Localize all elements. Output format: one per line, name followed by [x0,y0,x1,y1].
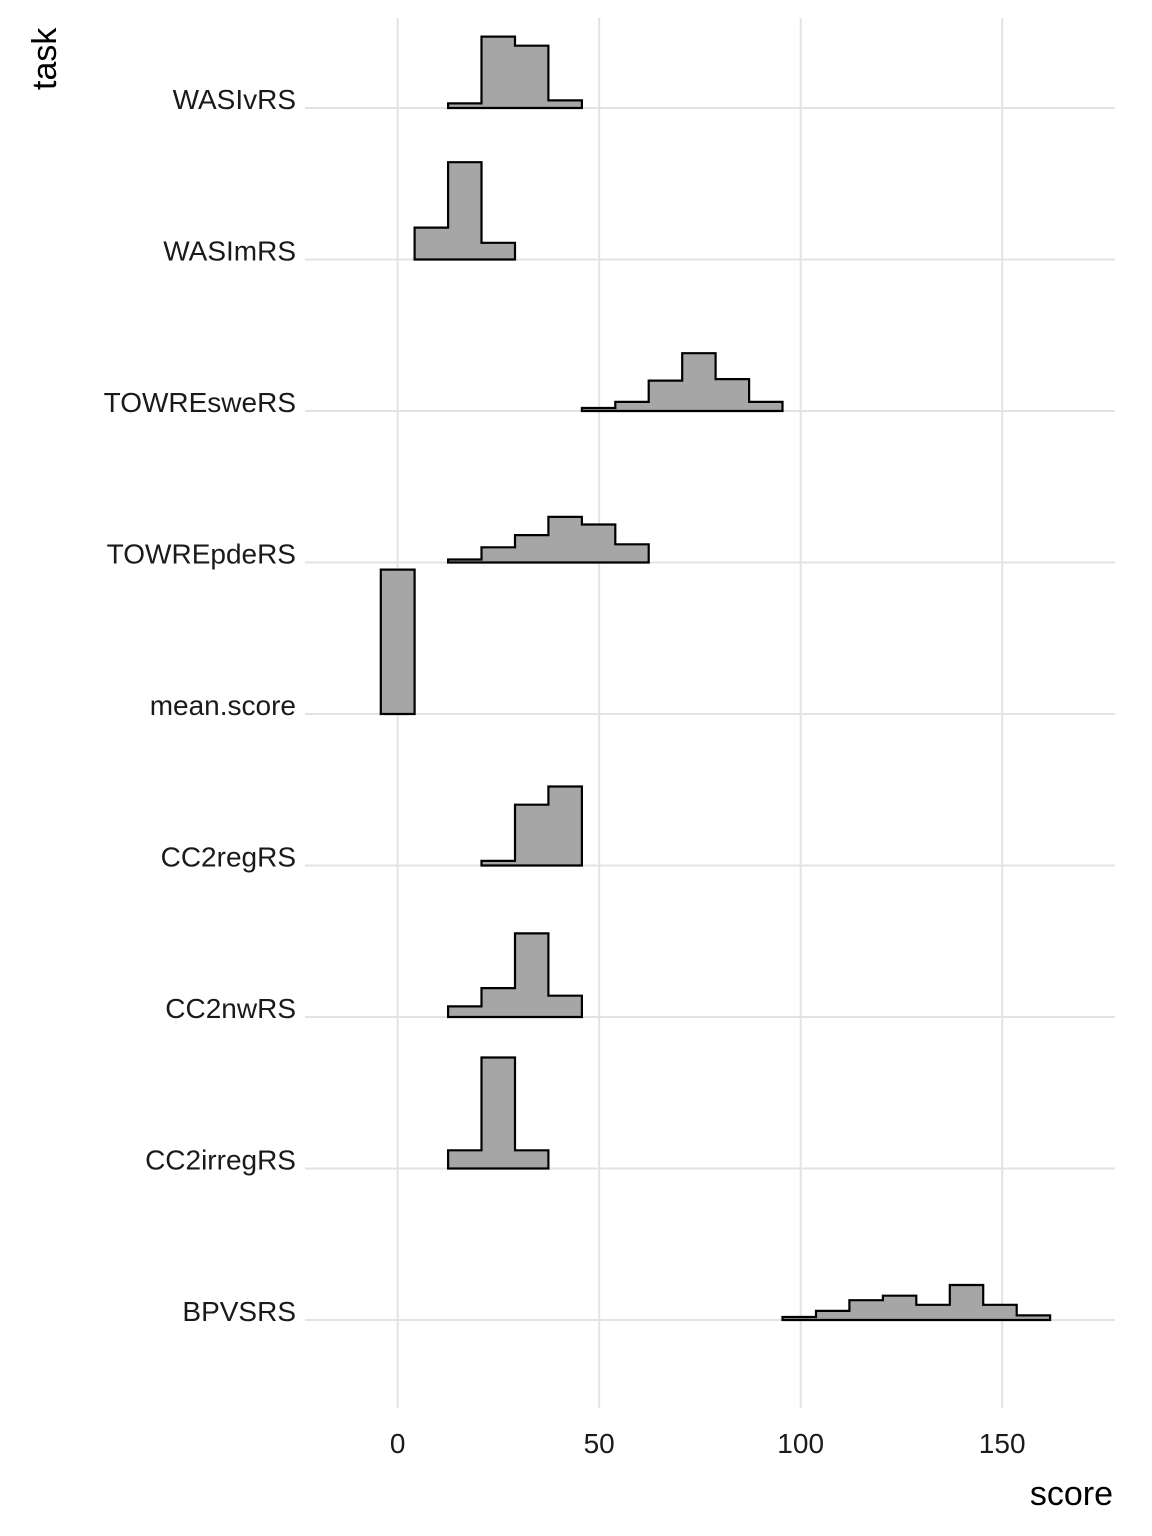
x-tick-label: 100 [777,1428,824,1459]
y-tick-label: WASImRS [163,236,296,267]
ridge-CC2nwRS [447,932,583,1019]
y-tick-labels: BPVSRS CC2irregRS CC2nwRS CC2regRS mean.scor… [104,84,296,1327]
x-tick-label: 0 [390,1428,406,1459]
y-tick-label: CC2regRS [161,842,296,873]
horizontal-baselines [305,107,1115,1321]
ridge-BPVSRS [781,1283,1052,1322]
ridge-mean.score [379,568,416,716]
x-tick-label: 50 [584,1428,615,1459]
y-tick-label: TOWREpdeRS [107,539,296,570]
ridge-TOWREsweRS [580,352,784,413]
y-tick-label: mean.score [150,690,296,721]
y-tick-label: BPVSRS [182,1296,296,1327]
ridge-CC2irregRS [447,1056,550,1170]
ridge-WASIvRS [447,35,583,110]
y-tick-label: CC2irregRS [145,1145,296,1176]
y-tick-label: TOWREsweRS [104,387,296,418]
ridge-CC2regRS [480,785,583,867]
histogram-ridges [379,35,1052,1322]
y-tick-label: CC2nwRS [165,993,296,1024]
y-tick-label: WASIvRS [173,84,296,115]
y-axis-title: task [26,27,64,90]
x-axis-title: score [1030,1475,1113,1513]
x-tick-label: 150 [979,1428,1026,1459]
ridge-WASImRS [413,161,517,261]
ridge-TOWREpdeRS [447,515,650,564]
x-tick-labels: 0 50 100 150 [390,1428,1026,1459]
